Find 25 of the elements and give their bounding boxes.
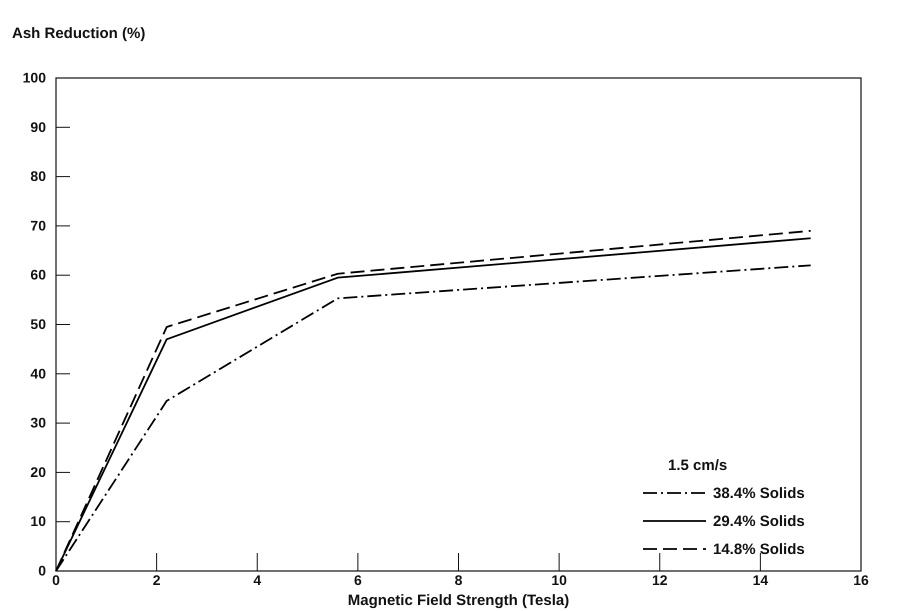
y-axis-title: Ash Reduction (%) [12,25,146,42]
y-tick-label: 10 [30,513,46,530]
y-tick-label: 80 [30,168,46,184]
x-tick-label: 4 [253,572,262,588]
x-tick-label: 14 [752,572,768,588]
y-tick-label: 30 [30,414,46,431]
y-tick-label: 90 [30,118,46,135]
x-tick-label: 16 [853,572,869,588]
x-tick-label: 10 [551,572,568,588]
x-tick-label: 12 [652,572,668,588]
legend-label: 29.4% Solids [713,513,805,530]
legend-label: 14.8% Solids [713,541,805,558]
y-tick-label: 40 [30,365,46,382]
y-tick-label: 60 [30,266,46,283]
y-tick-label: 100 [22,69,46,86]
y-tick-label: 50 [30,316,46,332]
legend-title: 1.5 cm/s [668,457,728,474]
x-tick-label: 2 [152,572,161,588]
x-tick-label: 0 [52,572,60,588]
y-tick-label: 70 [30,217,46,234]
x-tick-label: 6 [354,572,362,588]
x-axis-title: Magnetic Field Strength (Tesla) [348,592,570,609]
x-tick-label: 8 [454,572,463,588]
y-tick-label: 20 [30,464,46,480]
legend-label: 38.4% Solids [713,485,805,502]
